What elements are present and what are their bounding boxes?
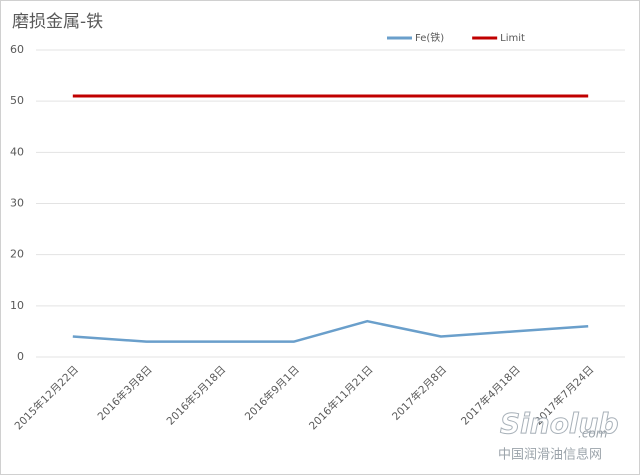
legend-label: Limit — [500, 33, 525, 44]
watermark-logo: Sinolub — [500, 407, 619, 440]
y-tick-label: 40 — [10, 145, 24, 158]
y-tick-label: 50 — [10, 94, 24, 107]
watermark: Sinolub .com 中国润滑油信息网 — [498, 407, 619, 463]
y-tick-label: 60 — [10, 43, 24, 56]
chart-title: 磨损金属-铁 — [12, 12, 103, 32]
y-tick-label: 30 — [10, 197, 24, 210]
series-line — [72, 319, 589, 343]
watermark-domain: .com — [578, 427, 607, 441]
legend-label: Fe(铁) — [415, 31, 444, 44]
y-tick-label: 0 — [17, 350, 24, 363]
watermark-site: 中国润滑油信息网 — [498, 447, 602, 463]
y-tick-label: 10 — [10, 299, 24, 312]
y-tick-label: 20 — [10, 248, 24, 261]
